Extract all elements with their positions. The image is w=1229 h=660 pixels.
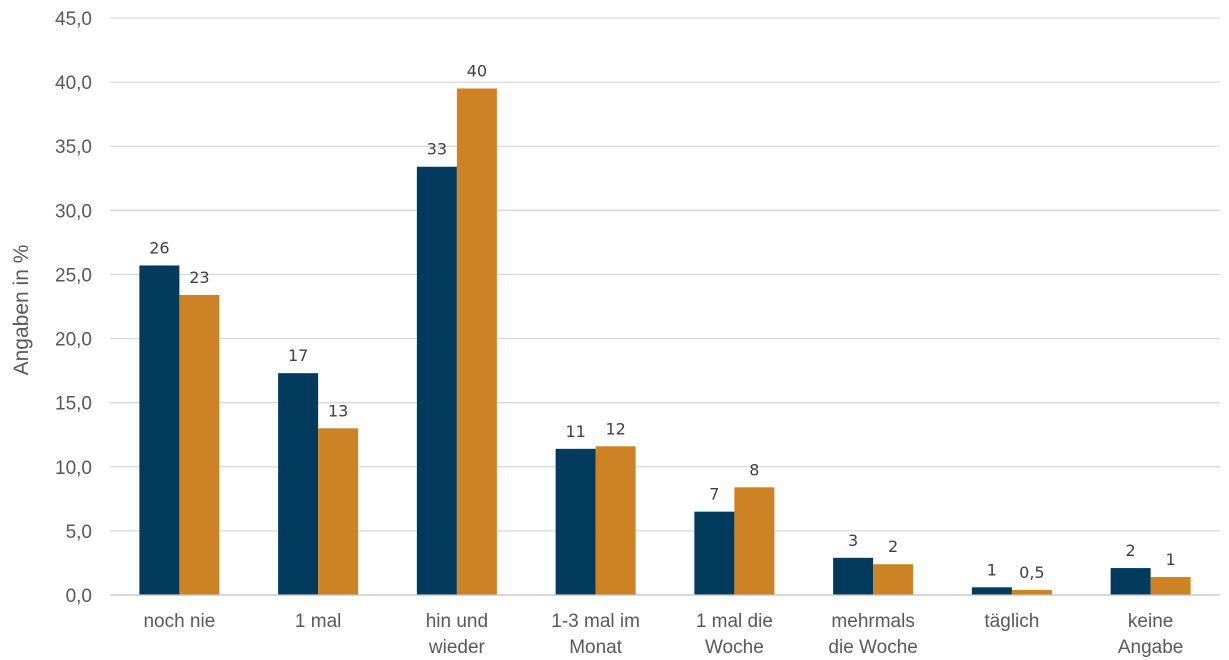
- bar: [179, 294, 220, 595]
- data-label: 8: [749, 460, 759, 479]
- data-label: 3: [848, 531, 858, 550]
- data-label: 0,5: [1019, 563, 1044, 582]
- data-label: 2: [1126, 541, 1136, 560]
- bar: [278, 373, 319, 595]
- bar: [318, 428, 359, 595]
- y-axis-label: Angaben in %: [10, 245, 33, 376]
- y-tick-label: 35,0: [55, 137, 92, 158]
- data-label: 11: [565, 422, 585, 441]
- bar: [139, 265, 180, 595]
- x-tick-label: 1 mal die Woche: [696, 611, 773, 658]
- bar: [971, 587, 1012, 595]
- data-label: 2: [888, 537, 898, 556]
- x-tick-label: täglich: [984, 611, 1039, 632]
- data-label: 12: [605, 419, 625, 438]
- y-tick-label: 5,0: [66, 522, 92, 543]
- data-label: 33: [427, 140, 447, 159]
- data-label: 7: [709, 485, 719, 504]
- bar: [1110, 568, 1151, 595]
- data-label: 23: [189, 268, 209, 287]
- x-tick-label: noch nie: [143, 611, 215, 632]
- x-tick-label: hin und wieder: [426, 611, 488, 658]
- data-labels: 26 23 17 13 33 40 11 12 7 8 3 2 1 0,5 2 1: [149, 62, 1176, 582]
- data-label: 17: [288, 346, 308, 365]
- x-tick-label: 1 mal: [295, 611, 341, 632]
- data-label: 1: [987, 560, 997, 579]
- bar: [595, 446, 636, 595]
- x-tick-label: 1-3 mal im Monat: [551, 611, 640, 658]
- data-label: 40: [467, 62, 487, 81]
- data-label: 13: [328, 401, 348, 420]
- y-tick-label: 30,0: [55, 201, 92, 222]
- y-tick-label: 20,0: [55, 330, 92, 351]
- bar: [833, 557, 874, 595]
- y-tick-label: 0,0: [66, 586, 92, 607]
- y-tick-label: 40,0: [55, 73, 92, 94]
- gridlines: [110, 17, 1220, 532]
- bar: [456, 88, 497, 596]
- bar: [734, 487, 775, 595]
- x-tick-label: mehrmals die Woche: [828, 611, 917, 658]
- bar: [1150, 577, 1191, 595]
- y-tick-label: 10,0: [55, 458, 92, 479]
- x-axis-categories: noch nie 1 mal hin und wieder 1-3 mal im Mona…: [143, 611, 1183, 658]
- data-label: 1: [1166, 550, 1176, 569]
- y-tick-label: 15,0: [55, 394, 92, 415]
- bar: [555, 448, 596, 595]
- x-tick-label: keine Angabe: [1118, 611, 1184, 658]
- y-tick-label: 25,0: [55, 265, 92, 286]
- bar: [694, 511, 735, 595]
- y-axis-ticks: 0,0 5,0 10,0 15,0 20,0 25,0 30,0 35,0 40,0 45,0: [55, 9, 92, 607]
- data-label: 26: [149, 238, 169, 257]
- bar: [1011, 589, 1052, 595]
- y-tick-label: 45,0: [55, 9, 92, 30]
- bars: [139, 88, 1191, 596]
- bar: [416, 166, 457, 595]
- bar: [873, 564, 914, 595]
